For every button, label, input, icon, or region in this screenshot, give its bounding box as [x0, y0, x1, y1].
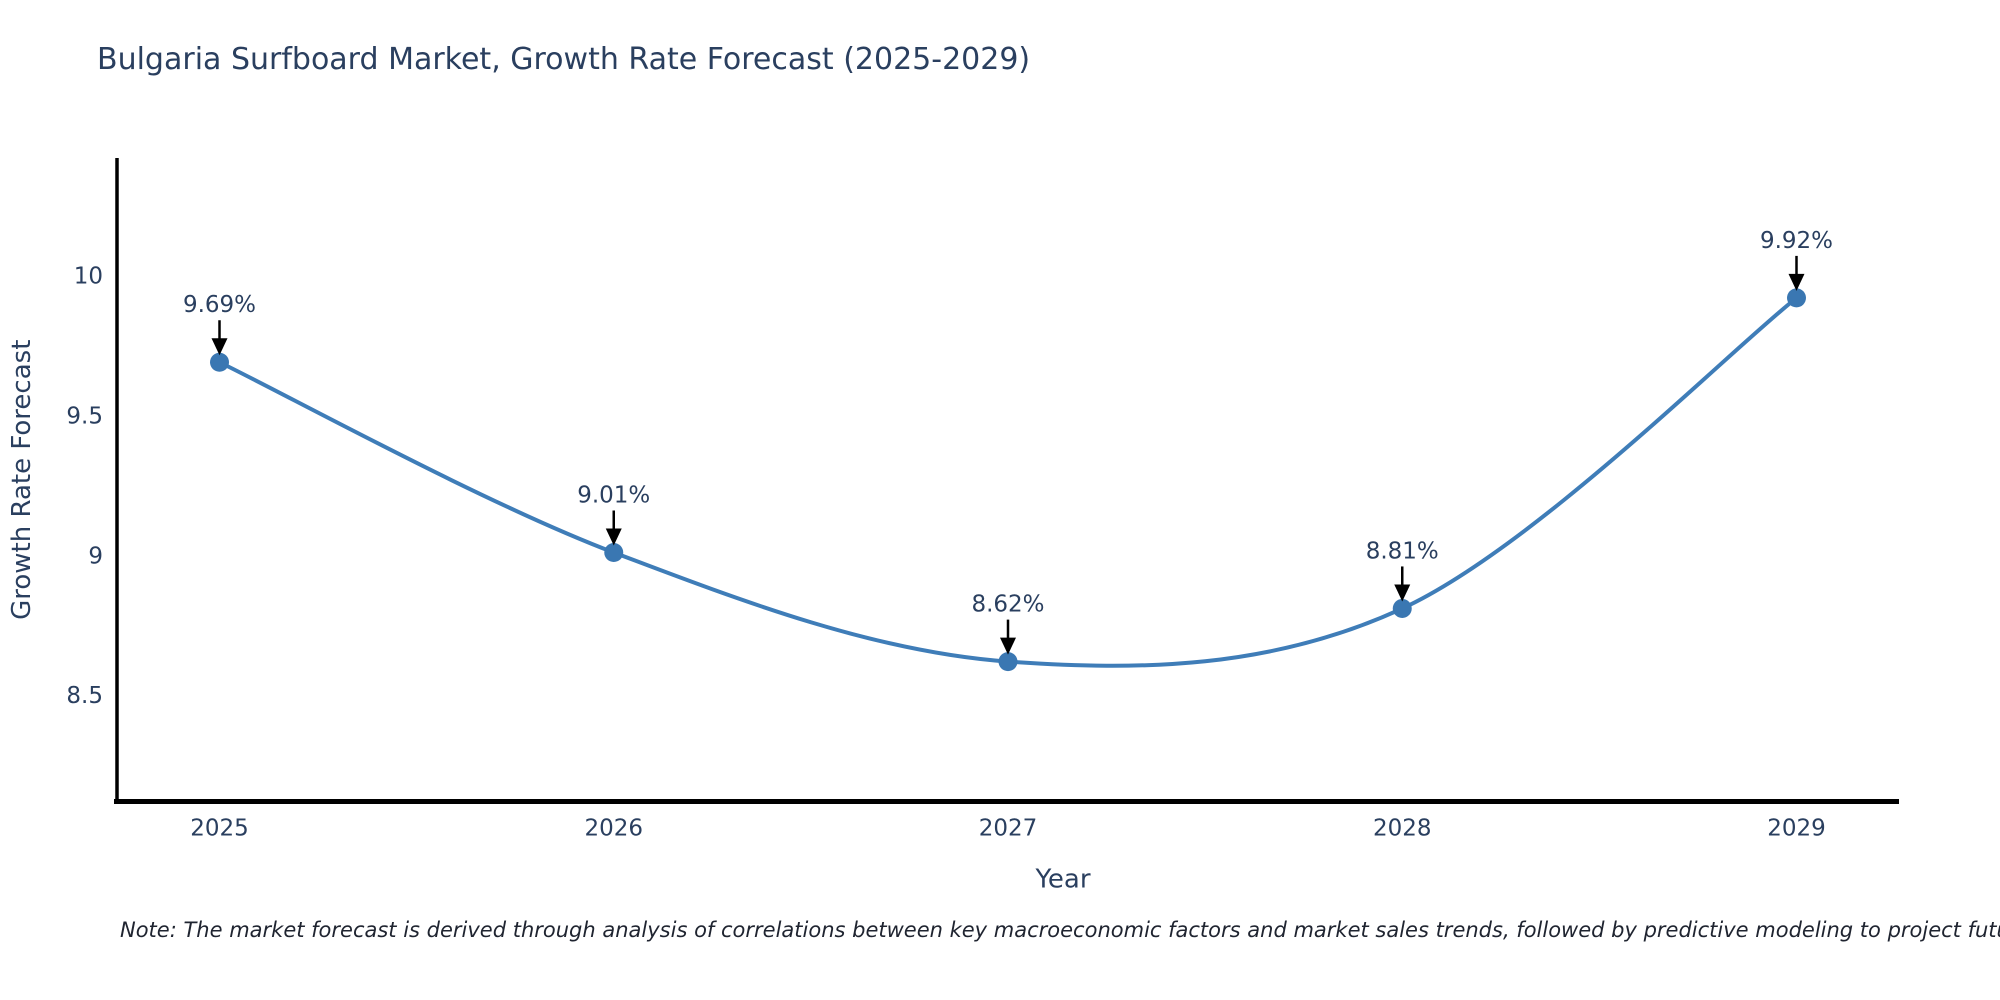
x-tick-label: 2029 [1767, 816, 1826, 842]
annotation-label: 9.92% [1760, 228, 1833, 254]
y-tick-label: 9.5 [66, 403, 103, 429]
x-tick-label: 2026 [584, 816, 643, 842]
chart-title: Bulgaria Surfboard Market, Growth Rate F… [97, 42, 1031, 77]
annotation-arrow-head [1000, 637, 1016, 655]
x-tick-label: 2028 [1373, 816, 1432, 842]
data-point [998, 652, 1018, 672]
annotation-arrow-head [1394, 584, 1411, 602]
annotation-arrow-head [605, 528, 622, 546]
annotation-label: 9.69% [183, 292, 256, 318]
data-point [1786, 288, 1806, 308]
annotation-label: 8.81% [1366, 538, 1439, 564]
x-axis-title: Year [1034, 865, 1090, 895]
data-point [604, 542, 624, 562]
data-point [210, 352, 230, 372]
chart-footnote: Note: The market forecast is derived thr… [120, 918, 2000, 942]
annotation-label: 8.62% [971, 592, 1044, 618]
x-tick-label: 2025 [190, 816, 249, 842]
annotation-label: 9.01% [577, 482, 650, 508]
y-tick-label: 10 [74, 264, 103, 290]
y-tick-label: 8.5 [66, 683, 103, 709]
y-axis-title: Growth Rate Forecast [7, 340, 37, 620]
x-tick-label: 2027 [979, 816, 1038, 842]
data-point [1392, 598, 1412, 618]
annotation-arrow-head [211, 338, 228, 356]
y-tick-label: 9 [88, 543, 103, 569]
annotation-arrow-head [1788, 273, 1805, 291]
